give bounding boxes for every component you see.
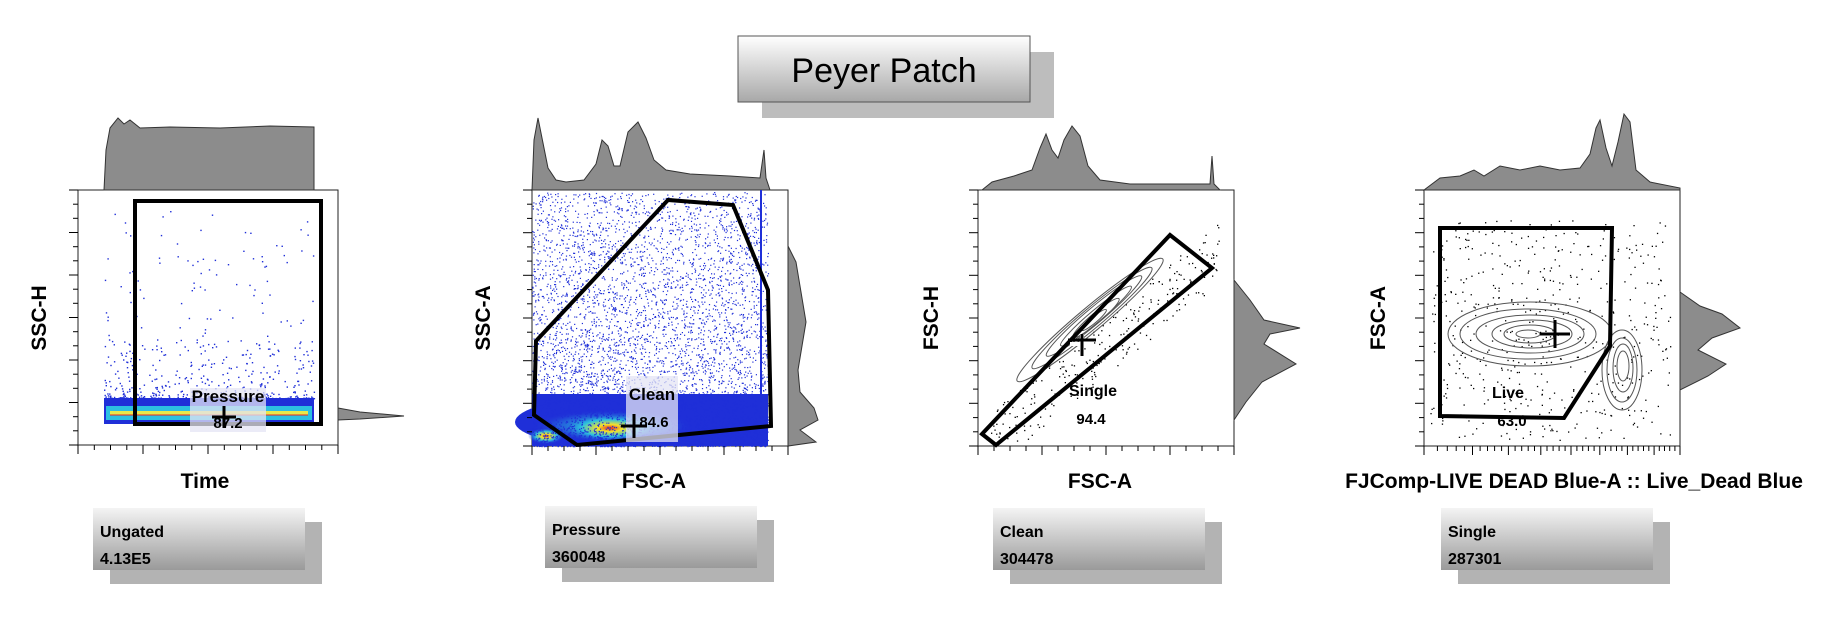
right-histogram-4 [1679, 291, 1742, 391]
axis-ticks-4 [1415, 189, 1681, 455]
gate-name-2: Clean [629, 385, 675, 404]
top-histogram-3 [980, 125, 1222, 191]
population-count-3: 304478 [1000, 551, 1053, 568]
gate-live[interactable] [1438, 226, 1615, 421]
gate-single[interactable] [979, 232, 1216, 448]
y-axis-label-4: FSC-A [1367, 286, 1390, 350]
gate-name-3: Single [1069, 383, 1117, 400]
x-axis-label-1: Time [181, 470, 230, 493]
panel-pressure: Pressure 87.2 Time SSC-H [28, 117, 405, 493]
gate-clean[interactable] [531, 197, 774, 448]
title-banner: Peyer Patch [737, 35, 1054, 118]
centroid-cross-1 [212, 406, 236, 428]
top-histogram-2 [531, 117, 771, 191]
axis-ticks-1 [69, 189, 339, 454]
panel-single: Single 94.4 FSC-A FSC-H [920, 125, 1301, 493]
plot-frame-4 [1423, 189, 1681, 447]
axis-ticks-2 [523, 189, 789, 455]
population-box-single[interactable]: Single 287301 [1441, 508, 1670, 584]
right-histogram-2 [787, 245, 819, 447]
gate-percent-3: 94.4 [1076, 411, 1106, 428]
y-axis-label-3: FSC-H [920, 286, 943, 350]
centroid-cross-3 [1068, 334, 1096, 356]
population-box-pressure[interactable]: Pressure 360048 [545, 506, 774, 582]
y-axis-label-2: SSC-A [472, 285, 495, 350]
panel-clean: Clean 84.6 FSC-A SSC-A [472, 117, 819, 493]
population-name-1: Ungated [100, 524, 164, 541]
gate-percent-1: 87.2 [213, 415, 242, 432]
x-axis-label-2: FSC-A [622, 470, 686, 493]
population-count-2: 360048 [552, 549, 605, 566]
population-count-1: 4.13E5 [100, 551, 151, 568]
plot-frame-3 [977, 189, 1235, 447]
population-name-2: Pressure [552, 522, 621, 539]
axis-ticks-3 [969, 189, 1235, 455]
y-axis-label-1: SSC-H [28, 285, 51, 350]
right-histogram-3 [1233, 278, 1301, 422]
gate-percent-4: 63.0 [1497, 413, 1526, 430]
right-histogram-1 [337, 407, 405, 421]
chart-title: Peyer Patch [791, 52, 976, 90]
population-box-ungated[interactable]: Ungated 4.13E5 [93, 508, 322, 584]
x-axis-label-4: FJComp-LIVE DEAD Blue-A :: Live_Dead Blu… [1345, 470, 1803, 493]
x-axis-label-3: FSC-A [1068, 470, 1132, 493]
centroid-cross-2 [621, 414, 647, 438]
top-histogram-4 [1422, 112, 1681, 191]
population-name-3: Clean [1000, 524, 1044, 541]
gate-name-1: Pressure [192, 387, 265, 406]
panel-live: Live 63.0 FJComp-LIVE DEAD Blue-A :: Liv… [1345, 112, 1803, 493]
population-name-4: Single [1448, 524, 1496, 541]
gate-percent-2: 84.6 [639, 414, 668, 431]
contours-3 [1016, 257, 1164, 383]
gate-name-4: Live [1492, 385, 1524, 402]
centroid-cross-4 [1540, 320, 1570, 348]
population-count-4: 287301 [1448, 551, 1501, 568]
top-histogram-1 [103, 117, 315, 191]
population-box-clean[interactable]: Clean 304478 [993, 508, 1222, 584]
gate-label-bg-1 [190, 388, 266, 432]
